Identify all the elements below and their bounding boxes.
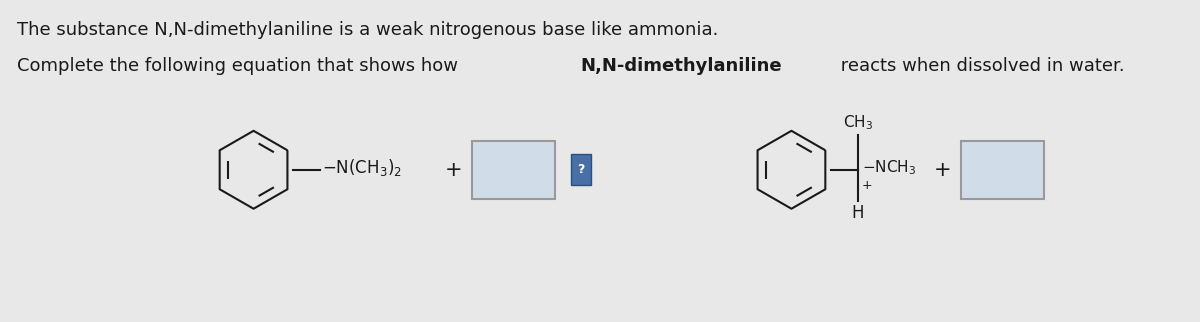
Bar: [472, 140, 554, 199]
Text: CH$_3$: CH$_3$: [842, 113, 874, 132]
Text: Complete the following equation that shows how: Complete the following equation that sho…: [17, 57, 463, 75]
Text: +: +: [445, 160, 463, 180]
Text: $-$N(CH$_3$)$_2$: $-$N(CH$_3$)$_2$: [322, 157, 402, 178]
Text: The substance N,N-dimethylaniline is a weak nitrogenous base like ammonia.: The substance N,N-dimethylaniline is a w…: [17, 21, 719, 39]
Bar: [961, 140, 1044, 199]
Text: ?: ?: [577, 163, 584, 176]
Text: N,N-dimethylaniline: N,N-dimethylaniline: [581, 57, 782, 75]
Text: +: +: [935, 160, 952, 180]
Text: +: +: [862, 179, 872, 192]
Text: H: H: [852, 204, 864, 222]
Text: reacts when dissolved in water.: reacts when dissolved in water.: [835, 57, 1124, 75]
Text: $-$NCH$_3$: $-$NCH$_3$: [862, 158, 917, 177]
Bar: [571, 154, 590, 185]
